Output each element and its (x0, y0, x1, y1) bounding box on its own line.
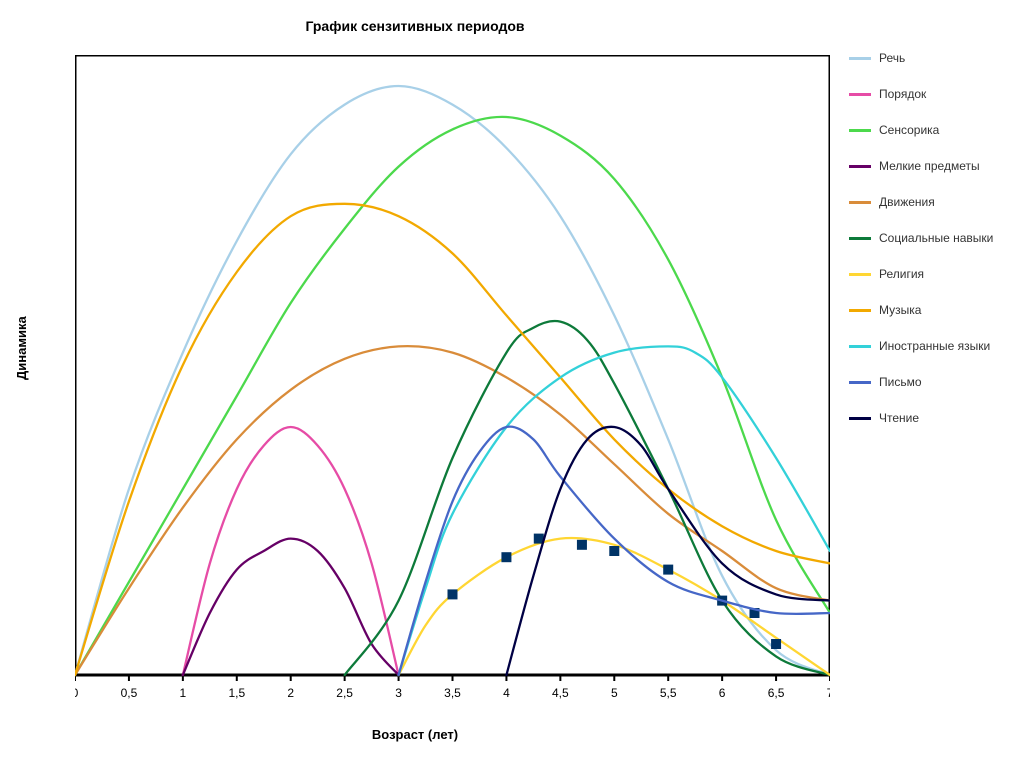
legend: Речь Порядок Сенсорика Мелкие предметы Движе… (849, 50, 1004, 446)
legend-swatch (849, 129, 871, 132)
legend-item: Иностранные языки (849, 338, 1004, 354)
legend-label: Порядок (879, 87, 926, 101)
series-line (75, 86, 830, 675)
x-tick-label: 2 (287, 686, 294, 700)
legend-label: Письмо (879, 375, 922, 389)
series-marker (771, 639, 781, 649)
legend-label: Чтение (879, 411, 919, 425)
x-tick-label: 4 (503, 686, 510, 700)
legend-label: Сенсорика (879, 123, 939, 137)
legend-item: Речь (849, 50, 1004, 66)
legend-swatch (849, 201, 871, 204)
legend-swatch (849, 237, 871, 240)
legend-swatch (849, 273, 871, 276)
legend-item: Сенсорика (849, 122, 1004, 138)
x-tick-label: 0 (75, 686, 79, 700)
legend-swatch (849, 309, 871, 312)
legend-swatch (849, 165, 871, 168)
series-line (75, 204, 830, 675)
series-marker (501, 552, 511, 562)
x-tick-label: 1,5 (228, 686, 245, 700)
x-tick-label: 3,5 (444, 686, 461, 700)
series-marker (577, 540, 587, 550)
legend-label: Социальные навыки (879, 231, 993, 245)
legend-swatch (849, 381, 871, 384)
legend-swatch (849, 93, 871, 96)
series-line (506, 427, 830, 675)
x-tick-label: 5 (611, 686, 618, 700)
x-tick-label: 6,5 (768, 686, 785, 700)
x-tick-label: 3 (395, 686, 402, 700)
series-marker (663, 565, 673, 575)
series-line (75, 346, 830, 675)
legend-label: Музыка (879, 303, 921, 317)
chart-container: График сензитивных периодов Динамика Воз… (0, 0, 1024, 767)
legend-item: Музыка (849, 302, 1004, 318)
series-line (345, 321, 830, 675)
x-tick-label: 5,5 (660, 686, 677, 700)
legend-item: Религия (849, 266, 1004, 282)
y-axis-label: Динамика (14, 316, 29, 380)
legend-label: Иностранные языки (879, 339, 990, 353)
legend-swatch (849, 345, 871, 348)
legend-label: Религия (879, 267, 924, 281)
chart-svg: 0 0,5 1 1,5 2 2,5 3 3,5 4 4,5 5 5,5 6 6,5 7 (75, 55, 830, 710)
x-tick-label: 0,5 (121, 686, 138, 700)
legend-item: Порядок (849, 86, 1004, 102)
legend-item: Чтение (849, 410, 1004, 426)
x-axis-label: Возраст (лет) (0, 727, 830, 742)
x-tick-label: 1 (180, 686, 187, 700)
series-line (183, 539, 399, 675)
legend-swatch (849, 417, 871, 420)
legend-label: Мелкие предметы (879, 159, 980, 173)
series-line (399, 538, 830, 675)
legend-item: Движения (849, 194, 1004, 210)
series-line (399, 346, 830, 675)
legend-item: Письмо (849, 374, 1004, 390)
x-tick-label: 2,5 (336, 686, 353, 700)
x-tick-label: 7 (827, 686, 830, 700)
chart-title: График сензитивных периодов (0, 18, 830, 34)
series-marker (448, 589, 458, 599)
series-marker (609, 546, 619, 556)
legend-item: Социальные навыки (849, 230, 1004, 246)
legend-label: Речь (879, 51, 905, 65)
x-tick-label: 4,5 (552, 686, 569, 700)
legend-swatch (849, 57, 871, 60)
plot-area: 00,511,522,533,544,555,566,57 (75, 55, 830, 675)
legend-label: Движения (879, 195, 935, 209)
x-tick-label: 6 (719, 686, 726, 700)
legend-item: Мелкие предметы (849, 158, 1004, 174)
